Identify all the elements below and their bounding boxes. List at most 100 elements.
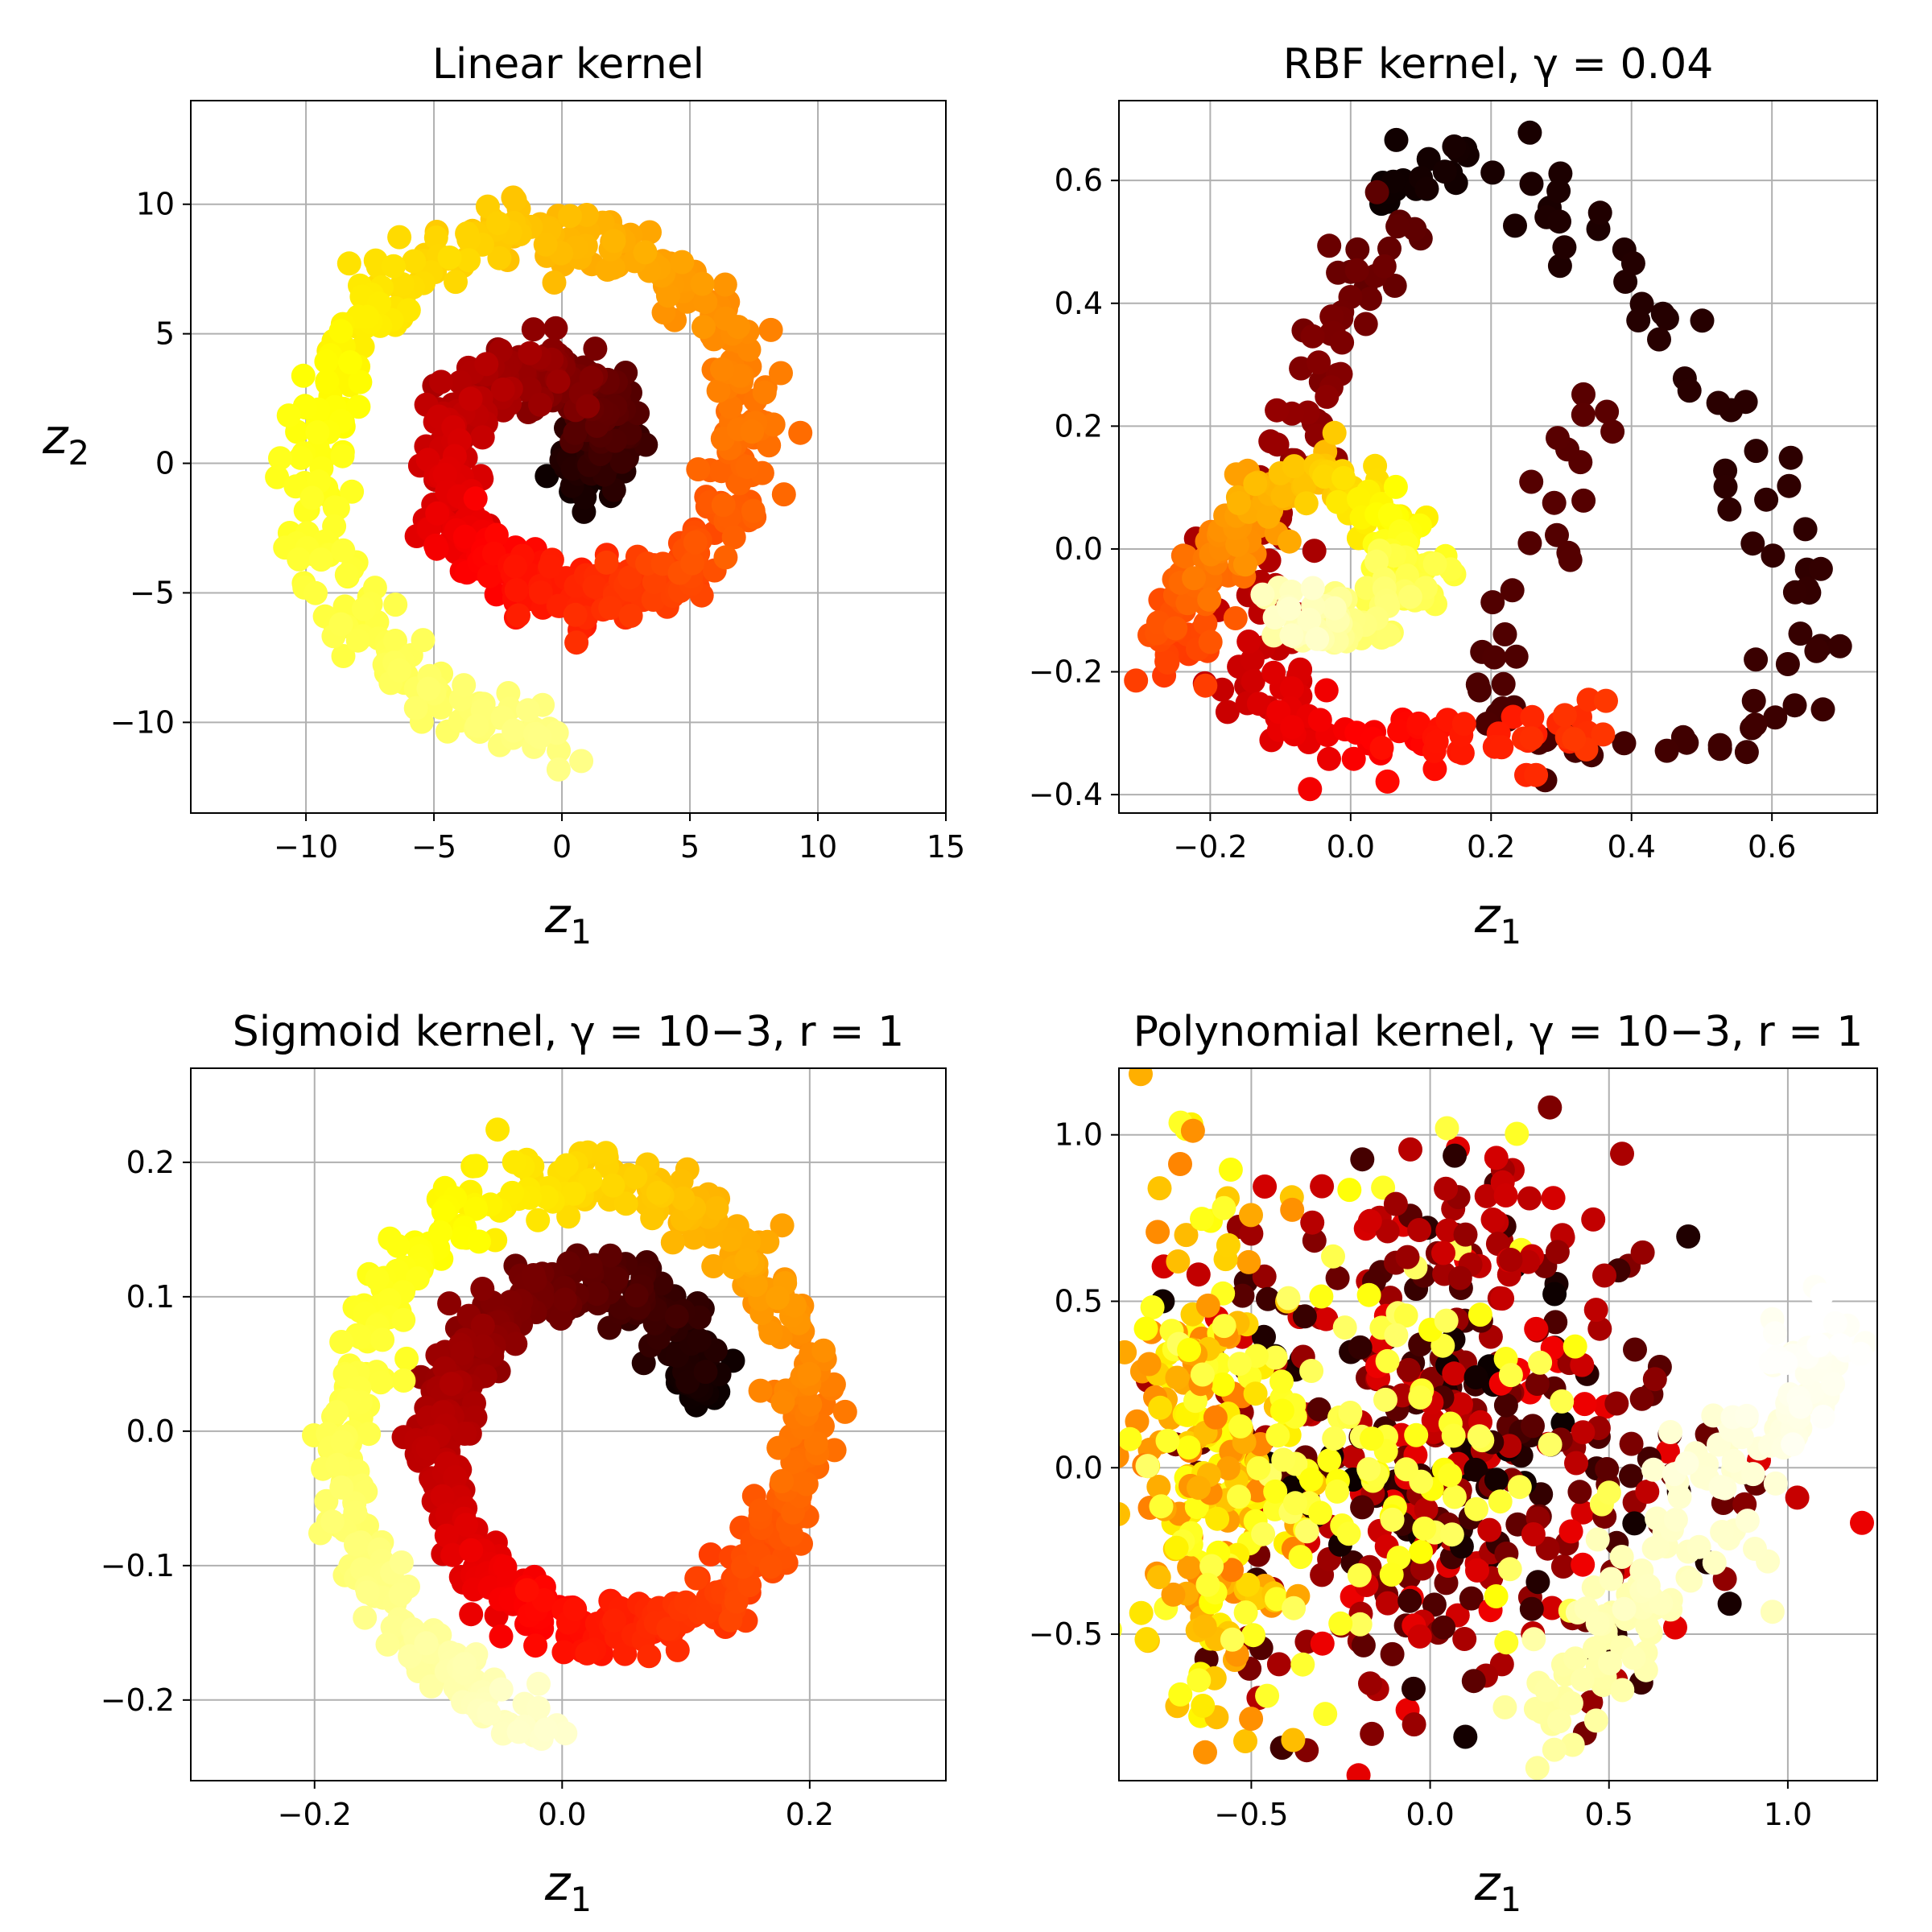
scatter-point: [1629, 1386, 1654, 1411]
scatter-point: [1241, 1623, 1265, 1648]
scatter-point: [1250, 582, 1275, 607]
scatter-point: [1294, 1519, 1319, 1544]
scatter-point: [523, 1633, 548, 1658]
scatter-point: [1353, 312, 1378, 336]
scatter-point: [558, 204, 582, 229]
scatter-point: [576, 394, 601, 419]
scatter-point: [1360, 1721, 1385, 1746]
y-tick-label: −5: [130, 575, 175, 610]
scatter-point: [584, 1282, 609, 1307]
scatter-point: [675, 1369, 700, 1394]
scatter-point: [691, 315, 716, 340]
scatter-point: [1347, 486, 1371, 511]
scatter-point: [554, 1153, 579, 1178]
scatter-point: [1619, 1463, 1643, 1488]
scatter-point: [324, 1400, 349, 1425]
scatter-point: [737, 337, 762, 362]
scatter-point: [1587, 1316, 1612, 1341]
scatter-point: [458, 386, 483, 411]
scatter-point: [1155, 1428, 1180, 1453]
scatter-point: [1484, 1146, 1509, 1170]
scatter-point: [1282, 1596, 1307, 1620]
scatter-point: [1550, 1389, 1575, 1414]
scatter-point: [1369, 736, 1394, 760]
scatter-point: [1734, 740, 1759, 765]
scatter-point: [329, 1475, 354, 1500]
scatter-point: [1256, 1286, 1280, 1311]
x-tick-label: 0.4: [1608, 829, 1656, 865]
scatter-point: [1467, 1424, 1492, 1449]
scatter-point: [710, 357, 734, 382]
scatter-point: [771, 482, 796, 507]
scatter-point: [1480, 590, 1505, 615]
scatter-point: [1474, 1183, 1499, 1208]
scatter-point: [1246, 691, 1271, 716]
scatter-point: [1504, 644, 1529, 669]
scatter-point: [1543, 1310, 1568, 1335]
scatter-point: [1187, 1668, 1212, 1693]
scatter-point: [1828, 1333, 1853, 1358]
scatter-point: [1393, 1457, 1418, 1482]
scatter-point: [1147, 1176, 1172, 1201]
y-tick-label: −10: [110, 704, 175, 740]
scatter-point: [1215, 700, 1240, 724]
scatter-point: [1187, 1476, 1211, 1501]
scatter-point: [758, 1554, 783, 1579]
scatter-point: [1331, 465, 1356, 490]
scatter-point: [415, 1435, 440, 1460]
scatter-point: [1270, 484, 1295, 509]
scatter-point: [1307, 708, 1332, 733]
scatter-point: [1375, 769, 1400, 794]
scatter-point: [1521, 1414, 1545, 1439]
scatter-points: [265, 185, 813, 782]
scatter-point: [1667, 1484, 1692, 1509]
scatter-point: [1280, 1197, 1305, 1222]
scatter-point: [331, 644, 356, 668]
scatter-point: [538, 554, 563, 579]
scatter-point: [1346, 1763, 1371, 1781]
scatter-point: [618, 604, 643, 628]
scatter-point: [1600, 419, 1625, 444]
scatter-point: [1517, 1186, 1542, 1211]
scatter-point: [535, 464, 559, 489]
scatter-point: [325, 1452, 350, 1477]
scatter-point: [1218, 1158, 1243, 1182]
scatter-point: [1463, 1457, 1488, 1482]
scatter-point: [1619, 1431, 1644, 1456]
scatter-point: [1176, 1435, 1201, 1460]
scatter-point: [642, 570, 667, 594]
scatter-point: [1519, 469, 1544, 494]
scatter-point: [484, 522, 509, 547]
scatter-point: [1360, 1426, 1384, 1451]
scatter-point: [1375, 1348, 1400, 1373]
scatter-point: [1309, 1284, 1334, 1309]
scatter-point: [1594, 688, 1618, 713]
scatter-point: [1193, 611, 1218, 636]
scatter-point: [638, 220, 662, 245]
scatter-point: [1432, 159, 1457, 184]
scatter-point: [1314, 1307, 1339, 1331]
scatter-point: [450, 1340, 475, 1365]
scatter-point: [1542, 1282, 1567, 1307]
scatter-point: [1434, 1176, 1459, 1201]
scatter-point: [1571, 1500, 1596, 1525]
scatter-point: [1744, 439, 1769, 464]
scatter-point: [1402, 1676, 1426, 1701]
scatter-point: [288, 445, 313, 470]
scatter-point: [1735, 1509, 1760, 1534]
scatter-point: [1517, 120, 1542, 145]
scatter-point: [485, 211, 510, 236]
scatter-point: [1596, 1480, 1621, 1505]
scatter-points: [302, 1117, 857, 1751]
scatter-point: [748, 1378, 773, 1403]
scatter-point: [613, 1641, 638, 1666]
scatter-point: [534, 1717, 559, 1742]
scatter-point: [303, 580, 328, 605]
scatter-point: [1341, 746, 1366, 771]
scatter-point: [556, 1204, 581, 1229]
scatter-point: [1674, 730, 1699, 755]
scatter-point: [470, 1313, 495, 1338]
scatter-point: [1283, 1491, 1307, 1516]
scatter-point: [1810, 697, 1835, 722]
scatter-point: [1523, 1696, 1548, 1721]
